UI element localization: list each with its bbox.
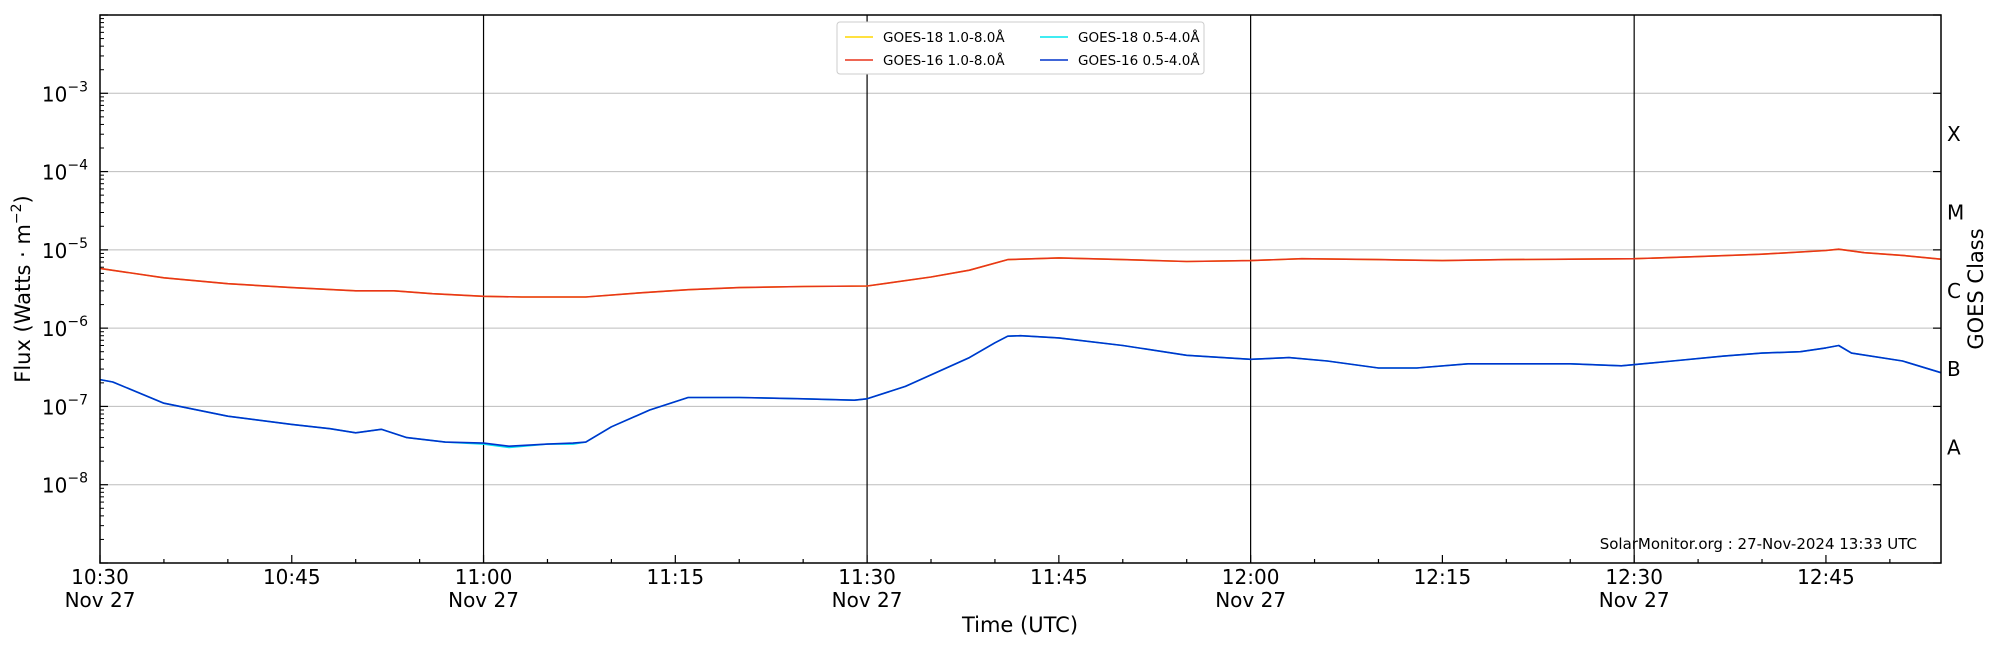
legend-entry: GOES-16 1.0-8.0Å [883, 52, 1005, 69]
x-tick-label: 11:30 [838, 565, 896, 589]
x-tick-sublabel: Nov 27 [1215, 588, 1286, 612]
x-tick-label: 11:15 [646, 565, 704, 589]
x-tick-label: 11:45 [1030, 565, 1088, 589]
y-axis-label-text: Flux (Watts · m−2) [9, 195, 35, 383]
y-tick-label: 10−8 [42, 471, 88, 498]
goes-class-label: A [1947, 435, 1961, 459]
legend: GOES-18 1.0-8.0Å GOES-18 0.5-4.0Å GOES-16 … [836, 21, 1205, 75]
y-tick-label: 10−4 [42, 158, 88, 185]
x-tick-label: 12:00 [1222, 565, 1280, 589]
series-lines [99, 248, 1942, 449]
goes-class-label: B [1947, 357, 1961, 381]
series-line [99, 248, 1942, 298]
goes-class-label: C [1947, 279, 1961, 303]
legend-entry: GOES-16 0.5-4.0Å [1078, 52, 1200, 69]
x-tick-label: 10:45 [263, 565, 321, 589]
goes-class-label: M [1947, 201, 1964, 225]
legend-entry: GOES-18 1.0-8.0Å [883, 29, 1005, 46]
y-tick-label: 10−7 [42, 392, 88, 419]
y2-axis-label: GOES Class [1964, 228, 1988, 349]
y-tick-label: 10−6 [42, 314, 88, 341]
y-axis-label: Flux (Watts · m−2) [9, 195, 35, 383]
plot-frame [99, 14, 1942, 564]
series-line [99, 334, 1942, 448]
x-tick-label: 12:30 [1605, 565, 1663, 589]
x-axis-label: Time (UTC) [961, 613, 1078, 637]
credit-text: SolarMonitor.org : 27-Nov-2024 13:33 UTC [1600, 535, 1917, 553]
series-line [99, 248, 1942, 298]
x-tick-label: 11:00 [455, 565, 513, 589]
day-vertical-lines [482, 15, 1635, 563]
x-tick-sublabel: Nov 27 [448, 588, 519, 612]
x-tick-label: 12:15 [1414, 565, 1472, 589]
y-tick-label: 10−5 [42, 236, 88, 263]
legend-entry: GOES-18 0.5-4.0Å [1078, 29, 1200, 46]
legend-box [836, 21, 1205, 75]
y-tick-label: 10−3 [42, 79, 88, 106]
x-tick-sublabel: Nov 27 [65, 588, 136, 612]
x-tick-sublabel: Nov 27 [832, 588, 903, 612]
goes-class-label: X [1947, 122, 1961, 146]
x-tick-label: 12:45 [1797, 565, 1855, 589]
x-tick-sublabel: Nov 27 [1599, 588, 1670, 612]
x-tick-label: 10:30 [71, 565, 129, 589]
grid-lines [100, 92, 1941, 486]
